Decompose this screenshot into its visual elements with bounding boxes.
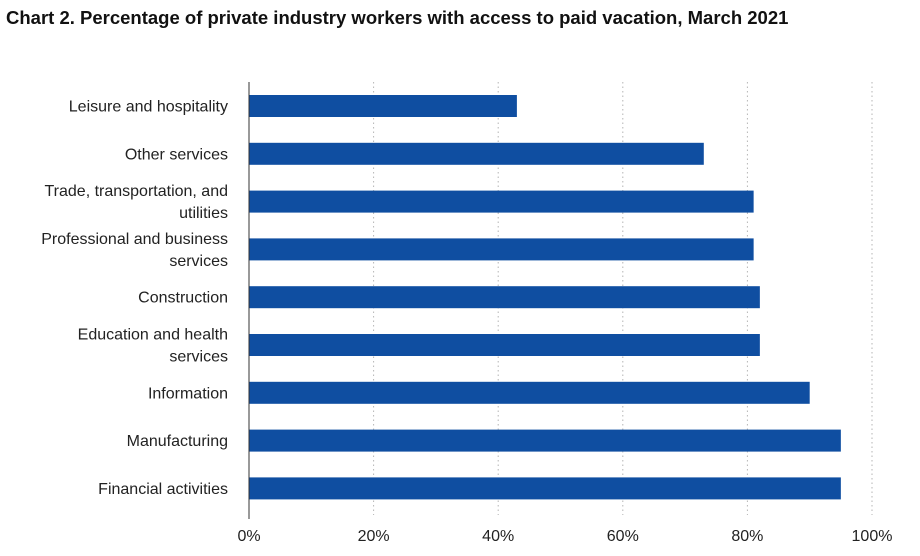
category-label: Information bbox=[148, 385, 228, 402]
category-label: utilities bbox=[179, 205, 228, 222]
x-tick-label: 60% bbox=[607, 528, 639, 545]
category-label: services bbox=[169, 349, 228, 366]
x-tick-labels: 0% 20% 40% 60% 80% 100% bbox=[237, 528, 892, 545]
bar bbox=[249, 95, 517, 117]
bar bbox=[249, 142, 704, 165]
x-tick-label: 40% bbox=[482, 528, 514, 545]
category-label: Education and health bbox=[78, 327, 228, 344]
bar bbox=[249, 334, 760, 356]
category-label: Manufacturing bbox=[127, 433, 228, 450]
category-label: Financial activities bbox=[98, 481, 228, 498]
bar bbox=[249, 190, 754, 213]
bar bbox=[249, 381, 810, 404]
bar bbox=[249, 238, 754, 261]
bars bbox=[249, 95, 841, 500]
category-label: Professional and business bbox=[41, 231, 228, 248]
x-tick-label: 0% bbox=[237, 528, 260, 545]
bar bbox=[249, 477, 841, 500]
x-tick-label: 20% bbox=[358, 528, 390, 545]
category-label: services bbox=[169, 253, 228, 270]
x-tick-label: 80% bbox=[731, 528, 763, 545]
category-labels: Leisure and hospitality Other services Tra… bbox=[41, 99, 228, 498]
category-label: Trade, transportation, and bbox=[44, 183, 228, 200]
x-tick-label: 100% bbox=[852, 528, 893, 545]
chart-title: Chart 2. Percentage of private industry … bbox=[6, 7, 789, 28]
bar bbox=[249, 286, 760, 309]
category-label: Leisure and hospitality bbox=[69, 99, 228, 116]
category-label: Construction bbox=[138, 290, 228, 307]
bar bbox=[249, 429, 841, 452]
category-label: Other services bbox=[125, 146, 228, 163]
